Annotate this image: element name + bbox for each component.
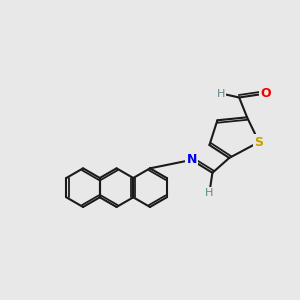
Text: H: H	[205, 188, 214, 198]
Text: O: O	[261, 87, 271, 100]
Text: H: H	[217, 88, 226, 98]
Text: S: S	[254, 136, 263, 148]
Text: N: N	[186, 153, 197, 167]
